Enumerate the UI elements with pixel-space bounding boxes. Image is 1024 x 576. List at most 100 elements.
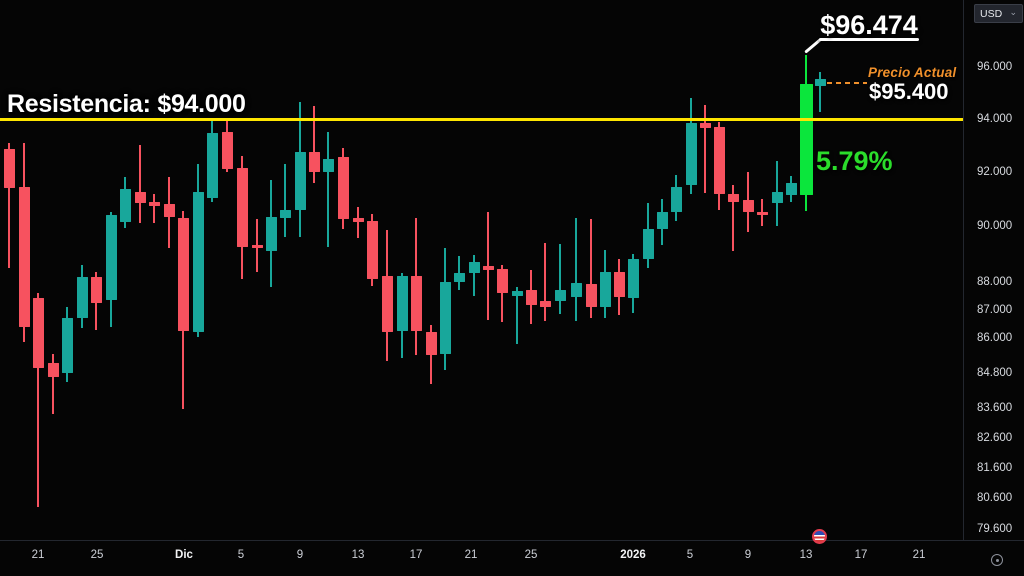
candle-wick: [704, 104, 706, 194]
time-tick-label: 25: [524, 549, 538, 561]
price-tick-label: 90.000: [977, 220, 1013, 233]
candle-body: [642, 228, 654, 260]
currency-dropdown[interactable]: USD ⌄: [974, 4, 1023, 23]
candle-wick: [732, 185, 734, 251]
candle-wick: [559, 244, 561, 314]
candle-wick: [819, 72, 821, 113]
candle-body: [206, 133, 218, 198]
price-axis[interactable]: 96.000 94.000 92.000 90.000 88.000 87.000 86.0…: [963, 0, 1024, 540]
candle-wick: [52, 353, 54, 414]
candle-body: [3, 149, 15, 189]
candle-wick: [575, 217, 577, 322]
high-callout-underline: [819, 38, 919, 41]
candle-body: [453, 273, 465, 282]
candle-body: [134, 192, 146, 203]
candle-body: [482, 266, 494, 271]
candle-body: [279, 209, 291, 218]
price-tick-label: 87.000: [977, 303, 1013, 316]
candle-wick: [544, 242, 546, 322]
candle-body: [554, 289, 566, 302]
candle-body: [410, 275, 422, 331]
candle-body: [627, 259, 639, 299]
price-tick-label: 84.800: [977, 366, 1013, 379]
candle-body: [47, 362, 59, 378]
current-price-value: $95.400: [869, 79, 949, 104]
candle-wick: [357, 207, 359, 239]
current-price-dashed-line: [827, 81, 867, 84]
candle-body: [381, 275, 393, 333]
current-price-tag: Precio Actual: [868, 65, 957, 80]
price-tick-label: 88.000: [977, 275, 1013, 288]
candle-wick: [153, 193, 155, 224]
resistance-line: [0, 117, 963, 121]
chevron-down-icon: ⌄: [1009, 6, 1017, 17]
candle-body: [713, 126, 725, 194]
candle-wick: [501, 264, 503, 323]
candle-body: [685, 122, 697, 186]
candle-body: [468, 261, 480, 274]
candle-body: [221, 132, 233, 170]
time-tick-label: 13: [351, 549, 365, 561]
candle-body: [192, 192, 204, 333]
candle-body: [322, 158, 334, 172]
candle-body: [511, 291, 523, 296]
time-axis[interactable]: 21 25 Dic 5 9 13 17 21 25 2026 5 9 13 17 21: [0, 540, 1024, 576]
us-flag-event-icon[interactable]: [812, 529, 827, 544]
time-tick-label: 21: [464, 549, 478, 561]
time-tick-label: 25: [90, 549, 104, 561]
candle-body: [525, 289, 537, 306]
candle-body: [251, 245, 263, 249]
price-tick-label: 96.000: [977, 61, 1013, 74]
price-tick-label: 94.000: [977, 113, 1013, 125]
time-tick-label: 17: [409, 549, 423, 561]
candle-body: [699, 122, 711, 129]
resistance-label: Resistencia: $94.000: [7, 90, 246, 118]
currency-label: USD: [980, 7, 1003, 20]
candle-body: [613, 271, 625, 297]
candle-body: [756, 212, 768, 216]
price-tick-label: 82.600: [977, 431, 1013, 444]
candle-body: [585, 284, 597, 307]
time-tick-label: 17: [854, 549, 868, 561]
time-tick-label: 5: [237, 549, 245, 561]
candle-body: [656, 212, 668, 229]
candle-body: [425, 332, 437, 356]
candle-body: [814, 78, 826, 87]
candle-wick: [487, 212, 489, 320]
candle-body: [76, 277, 88, 319]
time-tick-label: 21: [912, 549, 926, 561]
time-tick-label: 9: [296, 549, 304, 561]
candle-wick: [139, 145, 141, 224]
candle-wick: [590, 219, 592, 319]
candle-wick: [284, 163, 286, 238]
price-tick-label: 81.600: [977, 461, 1013, 474]
chart-canvas[interactable]: Resistencia: $94.000 $96.474 Precio Actu…: [0, 0, 963, 540]
candle-body: [90, 277, 102, 303]
candle-body: [61, 318, 73, 373]
price-tick-label: 92.000: [977, 165, 1013, 178]
percent-change-label: 5.79%: [816, 146, 893, 176]
settings-icon[interactable]: [991, 554, 1003, 566]
candle-body: [439, 281, 451, 354]
time-tick-label: Dic: [175, 549, 193, 561]
candle-body: [771, 192, 783, 203]
candle-body: [570, 282, 582, 297]
candle-wick: [516, 287, 518, 344]
time-tick-label: 21: [31, 549, 45, 561]
candle-body: [32, 298, 44, 369]
candle-body: [163, 204, 175, 217]
candle-body: [337, 157, 349, 220]
time-tick-label: 13: [799, 549, 813, 561]
candle-body: [105, 215, 117, 300]
candle-body: [148, 201, 160, 206]
time-tick-label: 9: [744, 549, 752, 561]
candle-wick: [327, 132, 329, 247]
candle-body: [352, 217, 364, 223]
candle-body: [599, 271, 611, 307]
high-price-label: $96.474: [820, 10, 918, 40]
price-tick-label: 86.000: [977, 332, 1013, 345]
candle-wick: [313, 105, 315, 183]
candle-body: [236, 167, 248, 247]
candle-body: [727, 193, 739, 202]
